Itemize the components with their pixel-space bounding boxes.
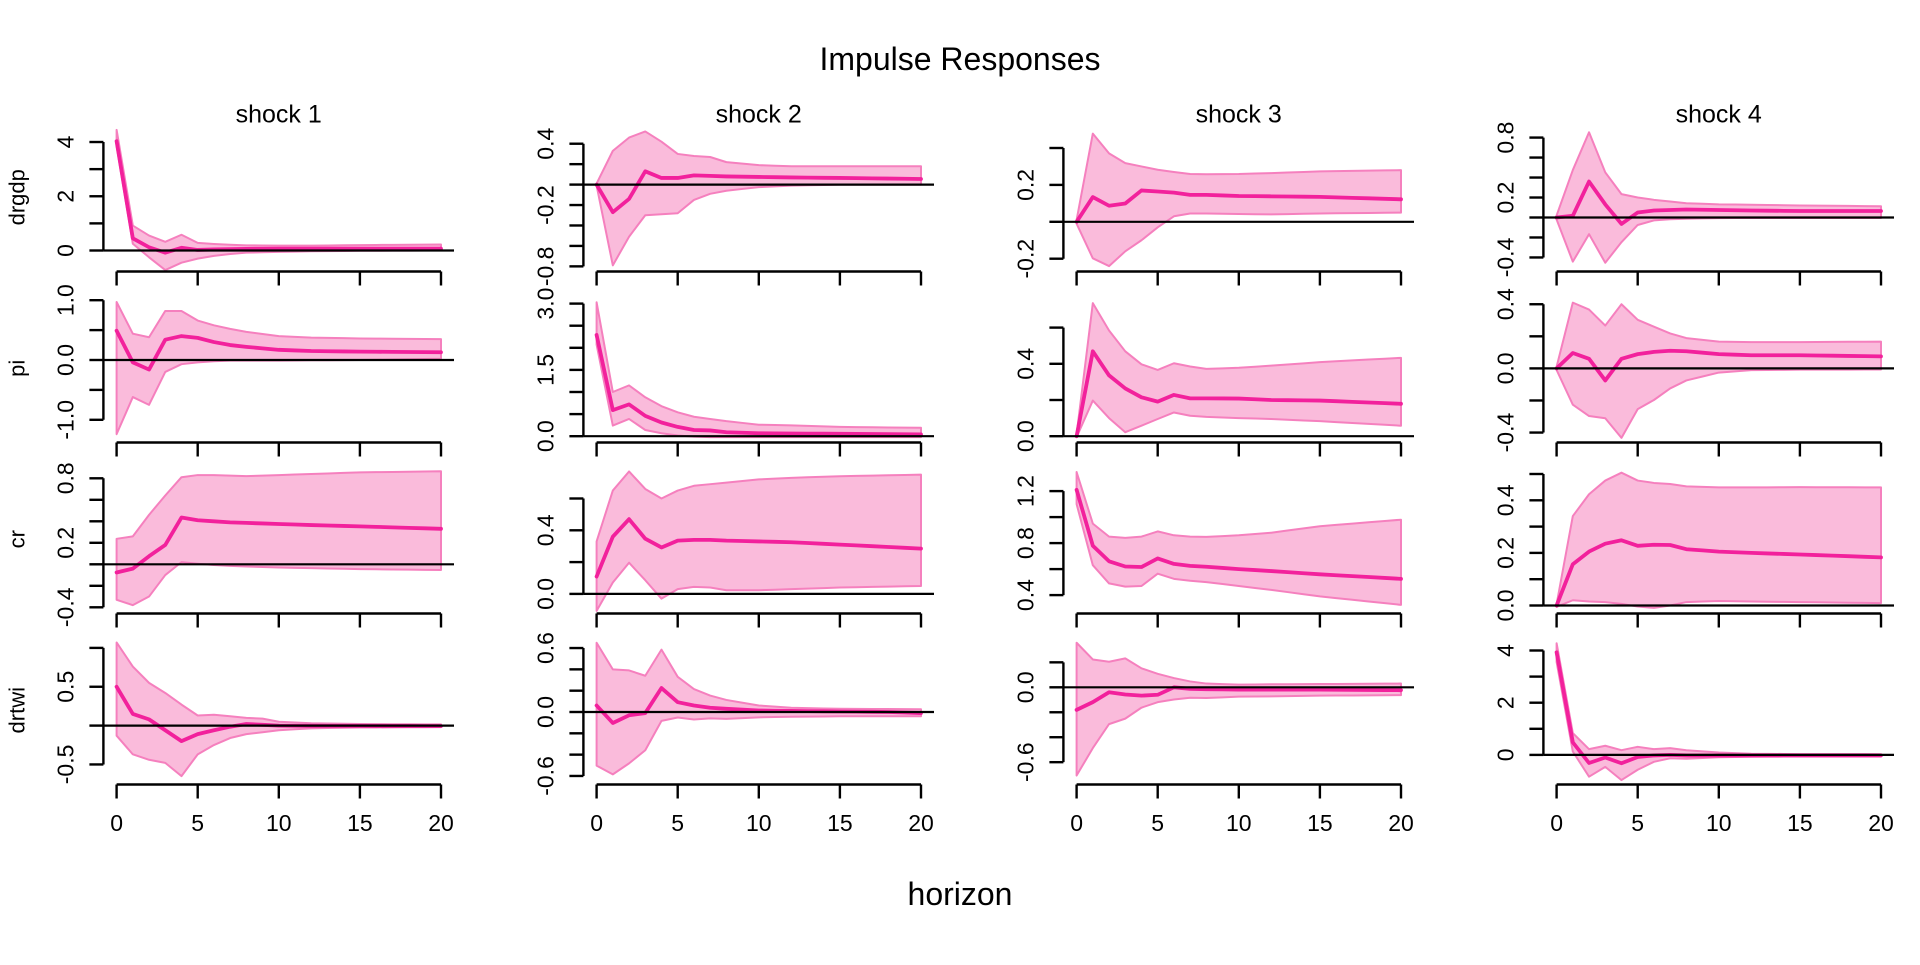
svg-text:-0.4: -0.4 <box>1492 413 1518 453</box>
svg-text:0.6: 0.6 <box>532 632 558 664</box>
svg-text:0: 0 <box>1550 810 1563 836</box>
svg-text:0: 0 <box>1492 749 1518 762</box>
svg-text:pi: pi <box>5 360 30 377</box>
svg-text:horizon: horizon <box>908 876 1013 912</box>
svg-text:5: 5 <box>191 810 204 836</box>
svg-text:0.4: 0.4 <box>532 514 558 546</box>
svg-text:15: 15 <box>1787 810 1813 836</box>
svg-text:20: 20 <box>1388 810 1414 836</box>
svg-text:20: 20 <box>428 810 454 836</box>
svg-text:0: 0 <box>590 810 603 836</box>
svg-text:cr: cr <box>5 530 30 548</box>
svg-text:0.4: 0.4 <box>1492 484 1518 516</box>
svg-text:5: 5 <box>671 810 684 836</box>
svg-text:1.5: 1.5 <box>532 354 558 386</box>
svg-text:10: 10 <box>746 810 772 836</box>
svg-text:-0.6: -0.6 <box>532 756 558 796</box>
svg-text:5: 5 <box>1151 810 1164 836</box>
svg-text:1.0: 1.0 <box>52 284 78 316</box>
svg-text:0.0: 0.0 <box>532 696 558 728</box>
svg-text:0.4: 0.4 <box>1492 288 1518 320</box>
svg-text:0.0: 0.0 <box>1492 352 1518 384</box>
svg-text:3.0: 3.0 <box>532 288 558 320</box>
svg-text:0.0: 0.0 <box>532 578 558 610</box>
svg-text:shock 1: shock 1 <box>236 101 322 129</box>
svg-text:2: 2 <box>52 190 78 203</box>
svg-text:1.2: 1.2 <box>1012 475 1038 507</box>
svg-text:shock 3: shock 3 <box>1196 101 1282 129</box>
svg-text:-0.2: -0.2 <box>1012 239 1038 279</box>
svg-text:4: 4 <box>52 135 78 148</box>
svg-text:0.8: 0.8 <box>52 462 78 494</box>
svg-text:0.2: 0.2 <box>52 527 78 559</box>
svg-text:-1.0: -1.0 <box>52 400 78 440</box>
svg-text:0.5: 0.5 <box>52 671 78 703</box>
svg-text:15: 15 <box>347 810 373 836</box>
svg-text:5: 5 <box>1631 810 1644 836</box>
svg-text:-0.2: -0.2 <box>532 185 558 225</box>
svg-text:20: 20 <box>908 810 934 836</box>
svg-text:0.2: 0.2 <box>1012 169 1038 201</box>
svg-text:0.0: 0.0 <box>532 420 558 452</box>
svg-text:0.4: 0.4 <box>1012 348 1038 380</box>
svg-text:0: 0 <box>52 244 78 257</box>
svg-text:0.0: 0.0 <box>1012 420 1038 452</box>
svg-text:0.8: 0.8 <box>1012 527 1038 559</box>
svg-text:-0.4: -0.4 <box>1492 237 1518 277</box>
svg-text:0.0: 0.0 <box>1492 590 1518 622</box>
svg-text:-0.5: -0.5 <box>52 745 78 785</box>
svg-text:10: 10 <box>1706 810 1732 836</box>
svg-text:2: 2 <box>1492 696 1518 709</box>
svg-text:-0.8: -0.8 <box>532 247 558 287</box>
svg-text:0.8: 0.8 <box>1492 122 1518 154</box>
svg-text:15: 15 <box>827 810 853 836</box>
svg-text:0.2: 0.2 <box>1492 537 1518 569</box>
svg-text:Impulse Responses: Impulse Responses <box>819 41 1100 77</box>
svg-text:0.0: 0.0 <box>1012 671 1038 703</box>
svg-text:drtwi: drtwi <box>5 687 30 733</box>
svg-text:10: 10 <box>1226 810 1252 836</box>
svg-text:0.4: 0.4 <box>532 128 558 160</box>
svg-text:10: 10 <box>266 810 292 836</box>
svg-text:drgdp: drgdp <box>5 169 30 225</box>
svg-text:-0.4: -0.4 <box>52 587 78 627</box>
svg-text:4: 4 <box>1492 644 1518 657</box>
svg-text:shock 4: shock 4 <box>1676 101 1762 129</box>
svg-text:0.4: 0.4 <box>1012 579 1038 611</box>
svg-text:shock 2: shock 2 <box>716 101 802 129</box>
svg-text:0: 0 <box>110 810 123 836</box>
svg-text:0.0: 0.0 <box>52 344 78 376</box>
svg-text:0: 0 <box>1070 810 1083 836</box>
svg-text:20: 20 <box>1868 810 1894 836</box>
svg-text:0.2: 0.2 <box>1492 182 1518 214</box>
svg-text:15: 15 <box>1307 810 1333 836</box>
svg-text:-0.6: -0.6 <box>1012 742 1038 782</box>
